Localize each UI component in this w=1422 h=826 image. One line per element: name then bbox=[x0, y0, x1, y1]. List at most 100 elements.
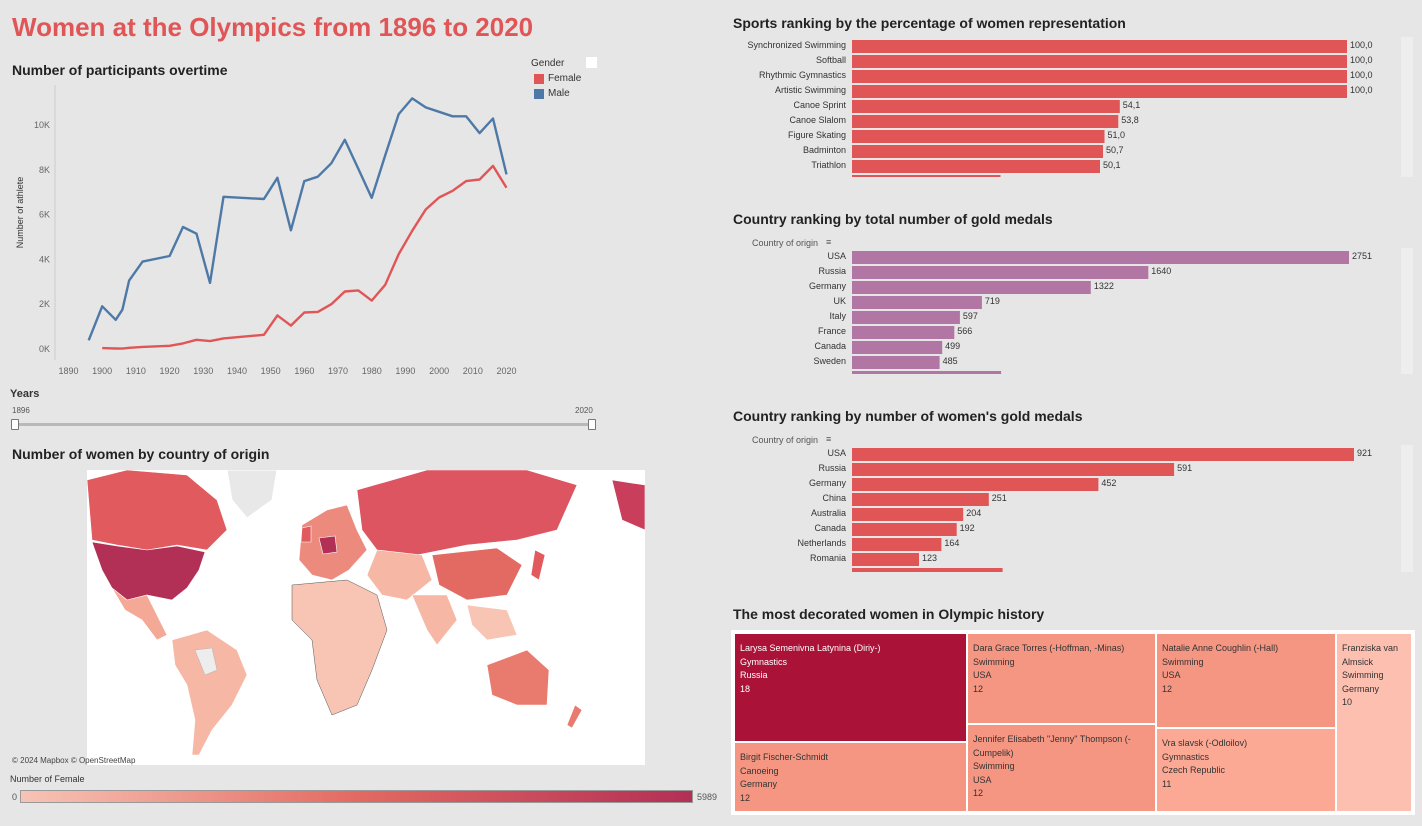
category-label: Germany bbox=[809, 281, 847, 291]
athlete-name: Jennifer Elisabeth "Jenny" Thompson (-Cu… bbox=[973, 734, 1131, 758]
mexico-shape[interactable] bbox=[111, 587, 168, 641]
canada-shape[interactable] bbox=[87, 470, 228, 551]
africa-shape[interactable] bbox=[291, 579, 388, 716]
category-label: Italy bbox=[829, 311, 846, 321]
x-tick-label: 1960 bbox=[294, 366, 314, 376]
world-map[interactable] bbox=[87, 470, 645, 765]
treemap-cell-latynina[interactable]: Larysa Semenivna Latynina (Diriy-) Gymna… bbox=[734, 633, 967, 742]
category-label: China bbox=[822, 493, 846, 503]
category-label: Canada bbox=[814, 341, 846, 351]
legend-male[interactable]: Male bbox=[534, 88, 570, 99]
x-tick-label: 2010 bbox=[463, 366, 483, 376]
india-shape[interactable] bbox=[411, 594, 458, 646]
bar bbox=[852, 341, 943, 354]
treemap-cell-torres[interactable]: Dara Grace Torres (-Hoffman, -Minas) Swi… bbox=[967, 633, 1156, 724]
southeast-asia-shape[interactable] bbox=[466, 604, 518, 641]
bar bbox=[852, 448, 1354, 461]
y-axis-label: Number of athlete bbox=[15, 177, 25, 249]
y-tick-label: 2K bbox=[39, 299, 50, 309]
x-tick-label: 1910 bbox=[126, 366, 146, 376]
x-tick-label: 1890 bbox=[58, 366, 78, 376]
sort-icon[interactable]: ≡ bbox=[826, 237, 832, 247]
athlete-sport: Swimming bbox=[973, 761, 1015, 771]
map-title: Number of women by country of origin bbox=[12, 446, 270, 462]
athlete-country: USA bbox=[1162, 670, 1181, 680]
sort-icon[interactable]: ≡ bbox=[826, 434, 832, 444]
australia-shape[interactable] bbox=[486, 649, 550, 706]
sports-bar-chart[interactable]: Synchronized Swimming 100,0 Softball 100,0 R… bbox=[731, 37, 1401, 177]
chukotka-shape[interactable] bbox=[611, 479, 645, 531]
decorated-women-treemap[interactable]: Larysa Semenivna Latynina (Diriy-) Gymna… bbox=[731, 630, 1415, 815]
category-label: USA bbox=[827, 251, 846, 261]
x-tick-label: 1900 bbox=[92, 366, 112, 376]
category-label: Sweden bbox=[813, 356, 846, 366]
gold-total-bar-chart[interactable]: USA 2751 Russia 1640 Germany 1322 UK 719 Italy 59… bbox=[731, 248, 1401, 374]
athlete-medals: 12 bbox=[740, 792, 751, 803]
years-slider-track[interactable] bbox=[13, 423, 595, 426]
participants-line-chart[interactable]: 0K 2K 4K 6K 8K 10K 1890 1900 1910 1920 1930 1940 195… bbox=[0, 80, 530, 380]
treemap-cell-fischer[interactable]: Birgit Fischer-Schmidt Canoeing Germany … bbox=[734, 742, 967, 812]
usa-shape[interactable] bbox=[91, 541, 206, 601]
x-tick-label: 1970 bbox=[328, 366, 348, 376]
value-label: 100,0 bbox=[1350, 85, 1373, 95]
x-tick-label: 2020 bbox=[497, 366, 517, 376]
central-asia-shape[interactable] bbox=[366, 549, 433, 601]
map-credit[interactable]: © 2024 Mapbox © OpenStreetMap bbox=[12, 756, 136, 765]
value-label: 1322 bbox=[1094, 281, 1114, 291]
value-label: 719 bbox=[985, 296, 1000, 306]
treemap-cell-thompson[interactable]: Jennifer Elisabeth "Jenny" Thompson (-Cu… bbox=[967, 724, 1156, 812]
bar bbox=[852, 85, 1347, 98]
gold-women-bar-chart[interactable]: USA 921 Russia 591 Germany 452 China 251 Austral… bbox=[731, 445, 1401, 572]
value-label: 164 bbox=[944, 538, 959, 548]
bar bbox=[852, 311, 960, 324]
gold-total-scrollbar[interactable] bbox=[1401, 248, 1413, 374]
new-zealand-shape[interactable] bbox=[566, 704, 583, 729]
bar bbox=[852, 326, 955, 339]
category-label: Netherlands bbox=[797, 538, 846, 548]
athlete-country: Germany bbox=[1342, 683, 1380, 694]
value-label: 597 bbox=[963, 311, 978, 321]
treemap-cell-coughlin[interactable]: Natalie Anne Coughlin (-Hall) Swimming U… bbox=[1156, 633, 1336, 728]
china-shape[interactable] bbox=[431, 547, 523, 601]
athlete-sport: Canoeing bbox=[740, 765, 779, 776]
value-label: 50,1 bbox=[1103, 160, 1121, 170]
greenland-shape bbox=[226, 470, 278, 519]
legend-toggle-box[interactable] bbox=[586, 57, 597, 68]
category-label: Canada bbox=[814, 523, 846, 533]
x-tick-label: 1980 bbox=[362, 366, 382, 376]
participants-chart-title: Number of participants overtime bbox=[12, 62, 228, 78]
athlete-medals: 12 bbox=[1162, 683, 1173, 694]
value-label: 100,0 bbox=[1350, 40, 1373, 50]
gold-women-scrollbar[interactable] bbox=[1401, 445, 1413, 572]
treemap-cell-caslavska[interactable]: Vra slavsk (-Odloilov) Gymnastics Czech … bbox=[1156, 728, 1336, 812]
x-tick-label: 2000 bbox=[429, 366, 449, 376]
years-slider-max-handle[interactable] bbox=[588, 419, 596, 430]
value-label: 499 bbox=[945, 341, 960, 351]
decorated-women-title: The most decorated women in Olympic hist… bbox=[733, 606, 1045, 622]
dashboard-title: Women at the Olympics from 1896 to 2020 bbox=[12, 12, 534, 42]
gold-women-column-header: Country of origin bbox=[752, 435, 819, 445]
uk-shape[interactable] bbox=[300, 525, 312, 543]
russia-shape[interactable] bbox=[356, 470, 578, 556]
category-label: Canoe Sprint bbox=[793, 100, 846, 110]
bar bbox=[852, 145, 1103, 158]
years-slider-min-handle[interactable] bbox=[11, 419, 19, 430]
category-label: Triathlon bbox=[811, 160, 846, 170]
germany-shape[interactable] bbox=[318, 535, 338, 555]
bar bbox=[852, 478, 1099, 491]
athlete-name: Birgit Fischer-Schmidt bbox=[740, 752, 829, 762]
japan-shape[interactable] bbox=[530, 549, 546, 581]
years-filter-label: Years bbox=[10, 388, 40, 400]
category-label: Softball bbox=[816, 55, 846, 65]
treemap-cell-van-almsick[interactable]: Franziska van Almsick Swimming Germany 1… bbox=[1336, 633, 1412, 812]
south-america-shape[interactable] bbox=[171, 629, 248, 756]
category-label: Rhythmic Gymnastics bbox=[759, 70, 847, 80]
sports-scrollbar[interactable] bbox=[1401, 37, 1413, 177]
bar bbox=[852, 130, 1105, 143]
category-label: Artistic Swimming bbox=[775, 85, 846, 95]
value-label: 485 bbox=[943, 356, 958, 366]
gold-total-chart-title: Country ranking by total number of gold … bbox=[733, 211, 1053, 227]
athlete-sport: Swimming bbox=[973, 656, 1015, 667]
legend-female[interactable]: Female bbox=[534, 73, 581, 84]
map-color-legend bbox=[20, 790, 693, 803]
